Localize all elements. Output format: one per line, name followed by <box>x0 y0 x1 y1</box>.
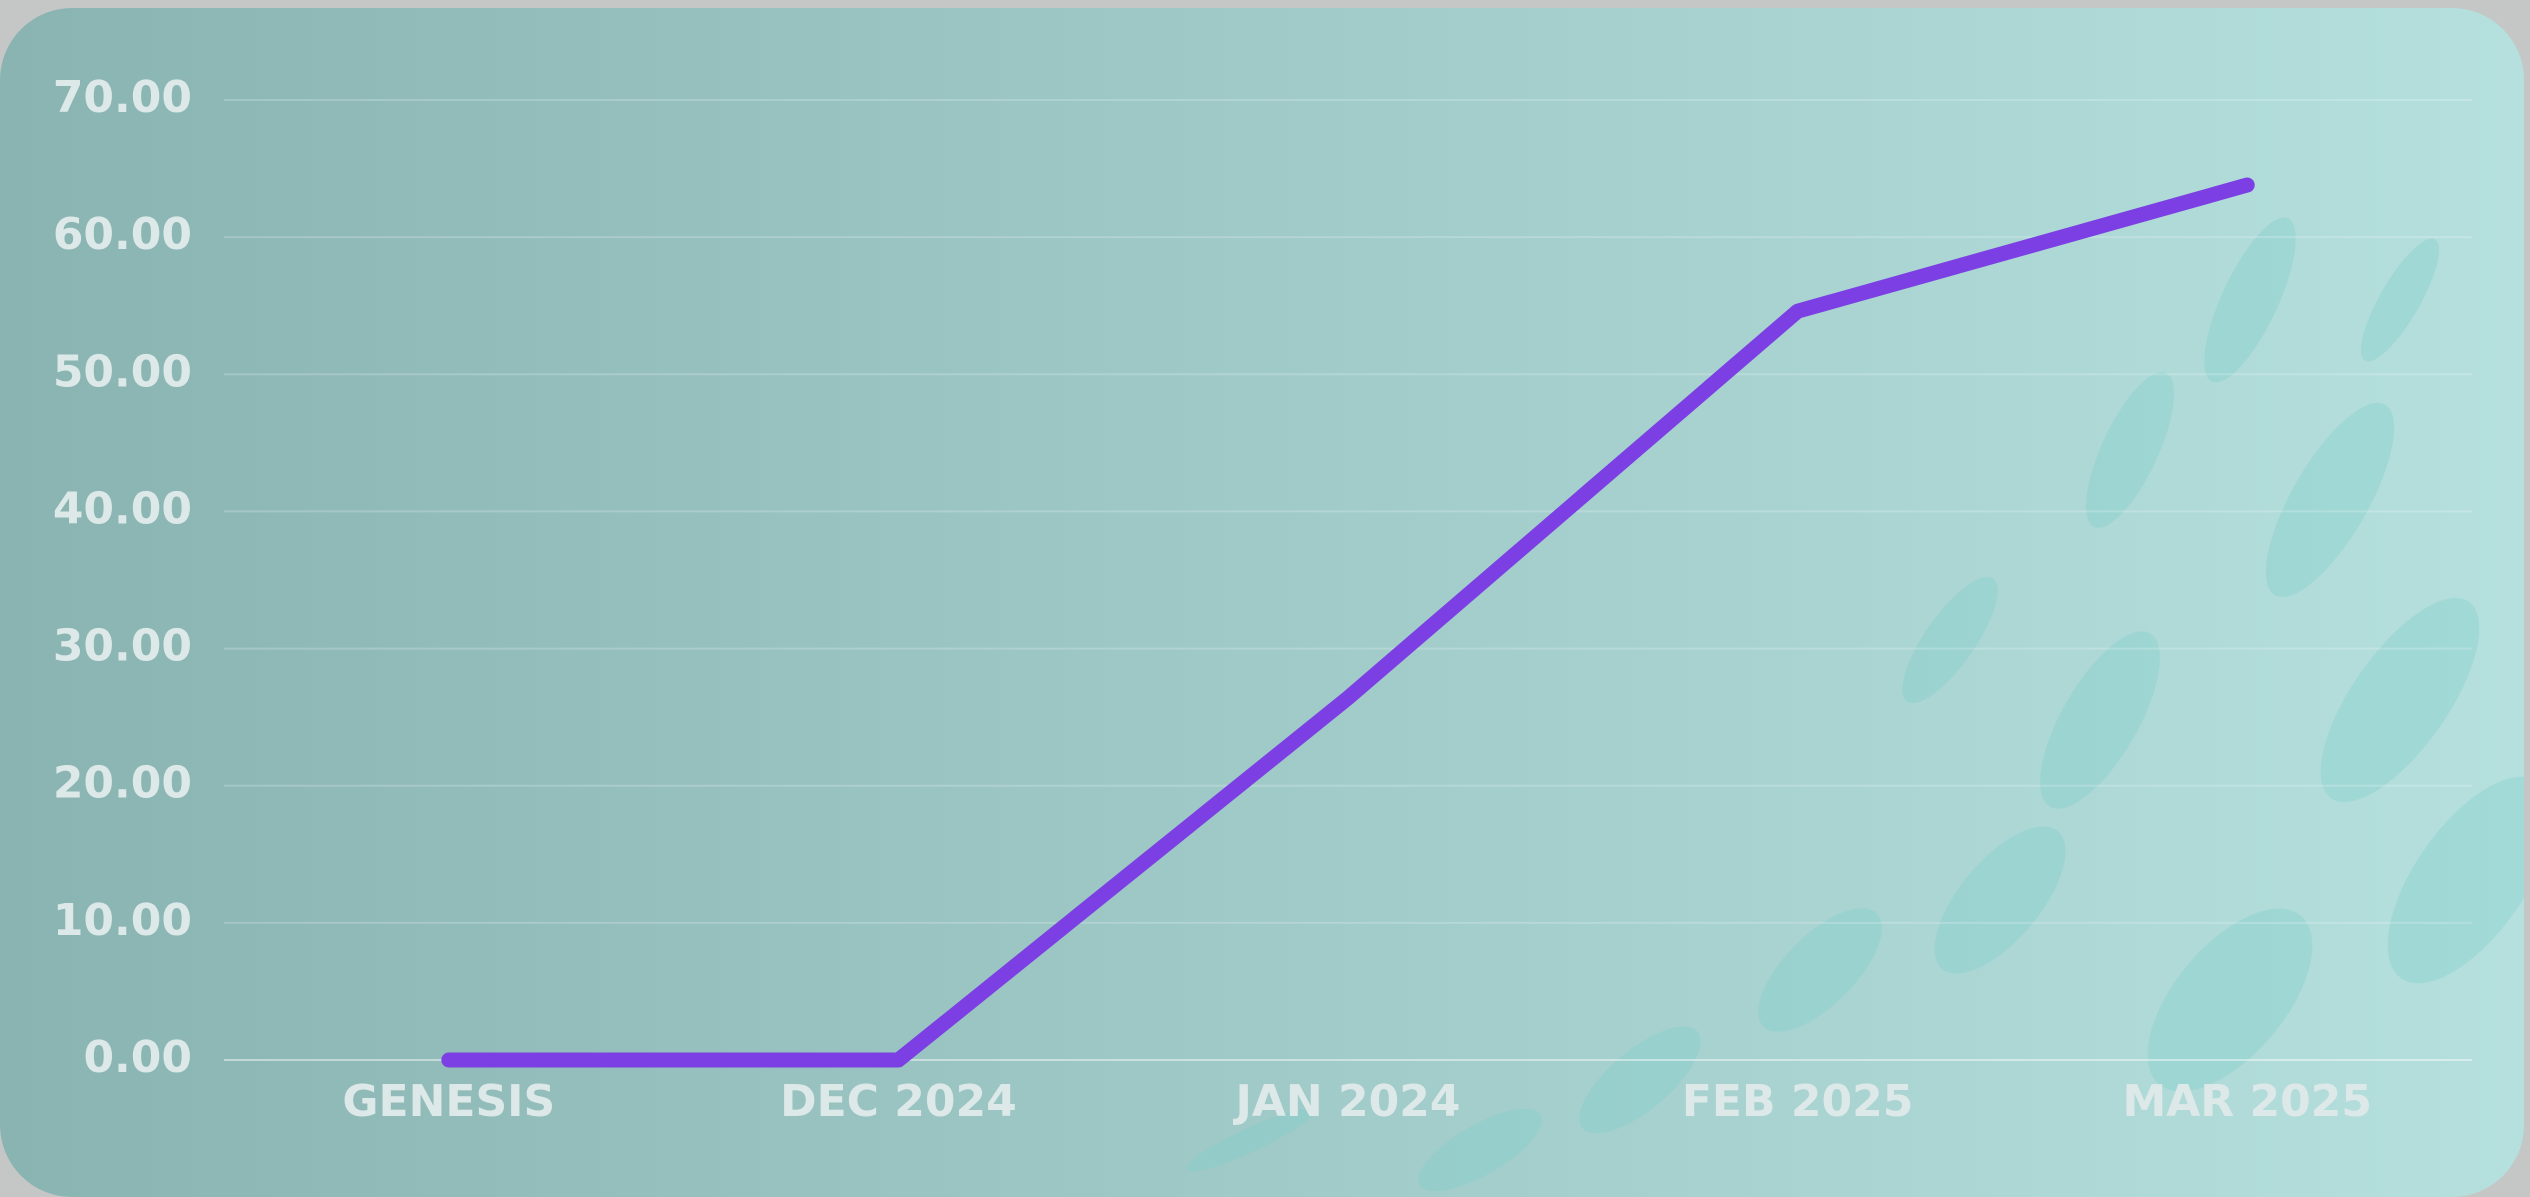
y-tick-label: 40.00 <box>53 483 192 534</box>
y-tick-label: 0.00 <box>83 1032 192 1083</box>
x-tick-label: DEC 2024 <box>780 1076 1017 1127</box>
y-tick-label: 50.00 <box>53 346 192 397</box>
y-tick-label: 30.00 <box>53 621 192 672</box>
x-tick-label: MAR 2025 <box>2122 1076 2372 1127</box>
x-tick-label: JAN 2024 <box>1232 1076 1460 1127</box>
y-tick-label: 10.00 <box>53 895 192 946</box>
line <box>441 177 2255 1068</box>
x-tick-label: FEB 2025 <box>1682 1076 1913 1127</box>
y-tick-label: 70.00 <box>53 72 192 123</box>
decoration <box>1186 217 2524 1192</box>
y-tick-label: 60.00 <box>53 209 192 260</box>
x-tick-label: GENESIS <box>342 1076 555 1127</box>
card <box>0 8 2524 1197</box>
y-tick-label: 20.00 <box>53 758 192 809</box>
